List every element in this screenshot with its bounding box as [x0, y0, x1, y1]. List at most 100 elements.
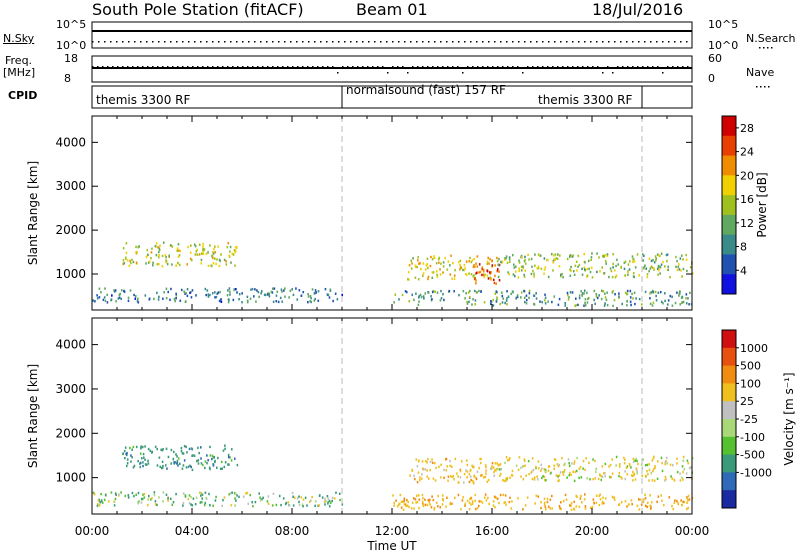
- echo-cell: [97, 499, 100, 502]
- echo-cell: [470, 260, 473, 264]
- echo-cell: [400, 506, 403, 509]
- echo-cell: [660, 456, 663, 460]
- echo-cell: [125, 452, 127, 456]
- echo-cell: [304, 496, 307, 500]
- echo-cell: [511, 290, 514, 293]
- echo-cell: [256, 289, 258, 292]
- y-tick-label: 4000: [55, 135, 86, 149]
- echo-cell: [157, 255, 160, 259]
- echo-cell: [613, 298, 616, 302]
- echo-cell: [158, 250, 160, 254]
- echo-cell: [205, 293, 207, 297]
- echo-cell: [558, 504, 561, 508]
- echo-cell: [412, 497, 415, 500]
- echo-cell: [214, 257, 216, 260]
- echo-cell: [220, 253, 222, 256]
- echo-cell: [264, 293, 267, 297]
- echo-cell: [442, 292, 444, 296]
- echo-cell: [513, 263, 515, 266]
- echo-cell: [474, 507, 477, 511]
- echo-cell: [566, 257, 569, 261]
- echo-cell: [424, 503, 427, 507]
- echo-cell: [131, 491, 134, 495]
- echo-cell: [167, 497, 169, 500]
- nave-dot: [92, 66, 94, 68]
- nsearch-legend-dot: [767, 47, 769, 49]
- echo-cell: [204, 287, 207, 291]
- echo-cell: [176, 249, 179, 253]
- echo-cell: [502, 493, 505, 497]
- echo-cell: [314, 504, 316, 508]
- echo-cell: [314, 297, 317, 301]
- echo-cell: [596, 296, 599, 300]
- nsky-tick-top: 10^5: [56, 18, 87, 31]
- echo-cell: [673, 501, 676, 505]
- echo-cell: [191, 289, 194, 292]
- echo-cell: [445, 505, 447, 508]
- echo-cell: [610, 269, 613, 273]
- nave-dot: [502, 66, 504, 68]
- nsearch-dot: [536, 41, 538, 43]
- echo-cell: [110, 491, 113, 494]
- echo-cell: [584, 301, 586, 304]
- echo-cell: [559, 471, 562, 474]
- echo-cell: [272, 492, 275, 495]
- echo-cell: [462, 496, 464, 499]
- echo-cell: [277, 300, 280, 304]
- echo-cell: [522, 265, 524, 268]
- echo-cell: [125, 251, 128, 255]
- echo-cell: [592, 458, 594, 461]
- echo-cell: [589, 506, 592, 510]
- echo-cell: [685, 293, 688, 296]
- echo-cell: [495, 469, 497, 472]
- echo-cell: [632, 275, 635, 278]
- echo-cell: [614, 275, 617, 279]
- echo-cell: [110, 298, 113, 301]
- echo-cell: [496, 497, 499, 501]
- echo-cell: [598, 294, 601, 297]
- echo-cell: [493, 471, 495, 474]
- echo-cell: [689, 291, 691, 295]
- nave-dot: [557, 66, 559, 68]
- echo-cell: [426, 503, 429, 507]
- y-tick-label: 4000: [55, 338, 86, 352]
- echo-cell: [231, 491, 234, 494]
- cpid-segment-label: themis 3300 RF: [538, 93, 632, 107]
- echo-cell: [326, 293, 329, 296]
- echo-cell: [426, 475, 429, 478]
- echo-cell: [139, 452, 142, 455]
- echo-cell: [231, 252, 233, 255]
- echo-cell: [477, 504, 480, 508]
- echo-cell: [537, 265, 540, 268]
- echo-cell: [602, 501, 605, 505]
- echo-cell: [138, 499, 141, 503]
- nave-dot: [222, 66, 224, 68]
- echo-cell: [158, 253, 160, 257]
- echo-cell: [642, 498, 645, 501]
- echo-cell: [578, 296, 581, 300]
- echo-cell: [583, 266, 586, 269]
- echo-cell: [593, 502, 596, 505]
- echo-cell: [142, 464, 144, 468]
- nave-dot: [137, 66, 139, 68]
- echo-cell: [202, 245, 204, 248]
- echo-cell: [523, 289, 525, 293]
- echo-cell: [170, 448, 173, 452]
- echo-cell: [484, 464, 487, 467]
- echo-cell: [688, 498, 691, 501]
- echo-cell: [464, 267, 466, 270]
- echo-cell: [671, 464, 674, 467]
- echo-cell: [650, 291, 652, 294]
- echo-cell: [147, 459, 149, 463]
- echo-cell: [676, 470, 679, 474]
- nsearch-dot: [320, 41, 322, 43]
- echo-cell: [539, 300, 541, 303]
- echo-cell: [627, 263, 630, 266]
- echo-cell: [561, 471, 564, 474]
- echo-cell: [150, 256, 152, 260]
- echo-cell: [255, 300, 257, 303]
- echo-cell: [219, 290, 221, 294]
- echo-cell: [227, 463, 229, 466]
- echo-cell: [401, 293, 404, 297]
- echo-cell: [623, 261, 626, 265]
